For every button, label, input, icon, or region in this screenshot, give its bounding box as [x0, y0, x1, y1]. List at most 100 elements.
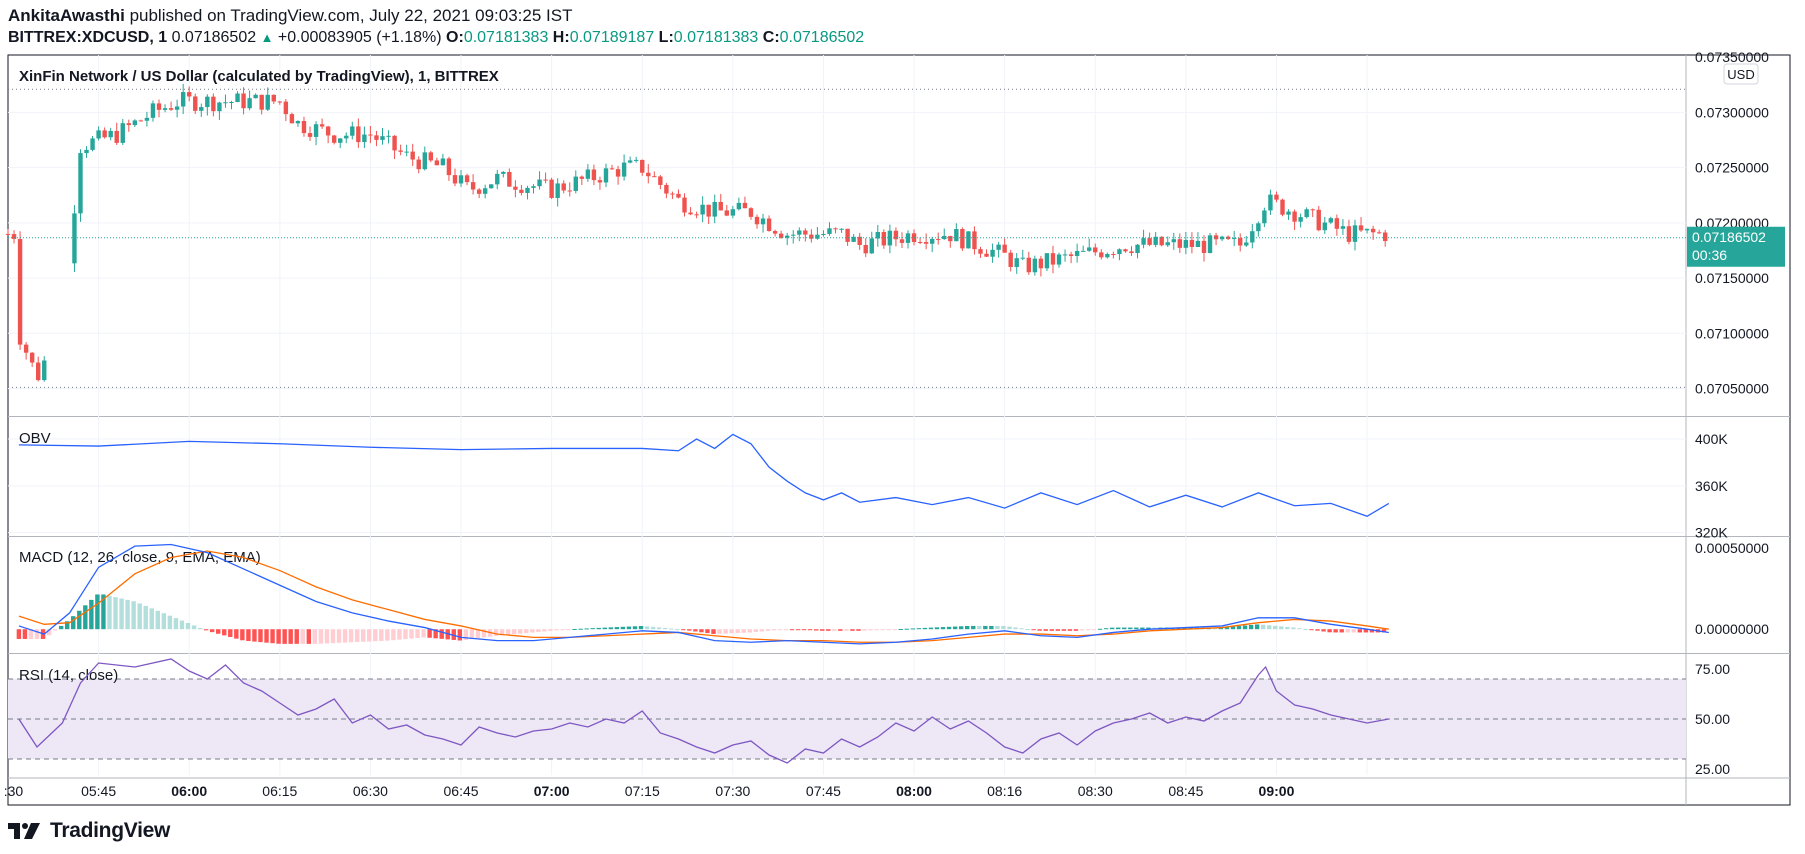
candle-body: [217, 102, 222, 112]
rsi-tick-label: 25.00: [1695, 761, 1730, 777]
candle-body: [205, 96, 210, 108]
last-price-badge-text: 0.07186502: [1692, 229, 1766, 245]
macd-histogram-bar: [681, 629, 686, 631]
rsi-line: [18, 658, 1389, 764]
author-name[interactable]: AnkitaAwasthi: [8, 6, 125, 25]
macd-histogram-bar: [995, 625, 1000, 630]
macd-histogram-bar: [536, 629, 541, 633]
tradingview-logo[interactable]: TradingView: [8, 818, 170, 844]
macd-histogram-bar: [385, 629, 390, 641]
macd-histogram-bar: [342, 629, 348, 643]
macd-histogram-bar: [143, 605, 148, 630]
candle-body: [1020, 257, 1025, 259]
macd-histogram-bar: [354, 629, 360, 643]
candle-body: [579, 176, 585, 179]
candle-body: [1183, 239, 1189, 248]
candle-body: [90, 138, 95, 150]
macd-histogram-bar: [1013, 627, 1018, 630]
candle-body: [917, 242, 923, 244]
time-tick-label: :30: [4, 783, 24, 799]
macd-histogram-bar: [294, 629, 299, 644]
obv-tick-label: 400K: [1695, 431, 1728, 447]
candle-body: [1074, 251, 1080, 256]
candle-body: [36, 362, 41, 381]
candle-body: [416, 159, 421, 170]
macd-histogram-bar: [511, 629, 517, 635]
main-chart-title: XinFin Network / US Dollar (calculated b…: [19, 68, 499, 85]
macd-histogram-bar: [850, 629, 855, 631]
candle-body: [990, 249, 995, 257]
macd-histogram-bar: [1297, 628, 1302, 630]
candle-body: [1231, 238, 1237, 240]
candle-body: [936, 238, 941, 240]
macd-histogram-bar: [1309, 629, 1314, 631]
macd-histogram-bar: [1116, 627, 1121, 630]
macd-histogram-bar: [1279, 626, 1284, 630]
candle-body: [223, 102, 228, 104]
macd-histogram-bar: [789, 629, 795, 631]
macd-histogram-bar: [246, 629, 251, 642]
candle-body: [893, 230, 899, 240]
macd-histogram-bar: [1091, 629, 1097, 631]
macd-histogram-bar: [77, 610, 82, 630]
macd-histogram-bar: [300, 629, 305, 644]
candle-body: [1093, 247, 1098, 253]
candle-body: [1358, 225, 1364, 231]
macd-histogram-bar: [596, 627, 601, 630]
rsi-tick-label: 75.00: [1695, 661, 1730, 677]
macd-histogram-bar: [379, 629, 384, 641]
macd-histogram-bar: [934, 627, 940, 630]
candle-body: [132, 120, 138, 126]
candle-body: [114, 130, 119, 143]
macd-histogram-bar: [240, 629, 245, 641]
candle-body: [144, 117, 150, 121]
candle-body: [652, 176, 657, 178]
candle-body: [966, 231, 971, 249]
macd-histogram-bar: [1333, 629, 1338, 633]
candle-body: [1195, 240, 1201, 247]
candle-body: [984, 253, 989, 257]
candle-body: [235, 93, 240, 102]
candle-body: [458, 175, 464, 184]
candles-group: [5, 83, 1388, 382]
macd-histogram-bar: [167, 615, 173, 630]
macd-histogram-bar: [409, 629, 414, 639]
candle-body: [730, 209, 736, 216]
macd-tick-label: 0.00000000: [1695, 621, 1769, 637]
macd-histogram-bar: [1134, 627, 1139, 630]
macd-histogram-bar: [1061, 629, 1067, 631]
macd-histogram-bar: [614, 627, 620, 630]
candle-body: [229, 101, 234, 103]
macd-histogram-bar: [886, 629, 891, 631]
candle-body: [489, 184, 494, 189]
macd-histogram-bar: [131, 601, 136, 630]
candle-body: [126, 123, 132, 126]
candle-body: [507, 171, 512, 187]
macd-histogram-bar: [922, 627, 928, 630]
macd-histogram-bar: [1248, 624, 1254, 630]
macd-histogram-bar: [1043, 629, 1048, 631]
macd-histogram-bar: [469, 629, 475, 640]
candle-body: [1370, 228, 1376, 233]
candle-body: [923, 242, 929, 244]
candle-body: [1274, 194, 1279, 200]
macd-histogram-bar: [1260, 624, 1266, 630]
chart-canvas[interactable]: :30 05:45 06:00 06:15 06:30 06:45 07:00 07:15 07…: [0, 0, 1805, 810]
candle-body: [948, 235, 953, 242]
last-price-badge: [1687, 226, 1785, 267]
candle-body: [869, 238, 874, 254]
candle-body: [1201, 240, 1207, 253]
candle-body: [1123, 249, 1128, 252]
macd-histogram-bar: [560, 629, 565, 631]
macd-histogram-bar: [1182, 627, 1187, 630]
macd-histogram-bar: [433, 629, 438, 639]
macd-histogram-bar: [602, 627, 607, 630]
macd-line: [18, 543, 1389, 645]
macd-histogram-bar: [173, 618, 179, 630]
rsi-tick-label: 50.00: [1695, 711, 1730, 727]
currency-box: [1723, 63, 1759, 85]
candle-body: [356, 126, 361, 143]
candle-body: [156, 103, 162, 110]
macd-histogram-bar: [71, 616, 76, 630]
candle-body: [162, 108, 168, 110]
